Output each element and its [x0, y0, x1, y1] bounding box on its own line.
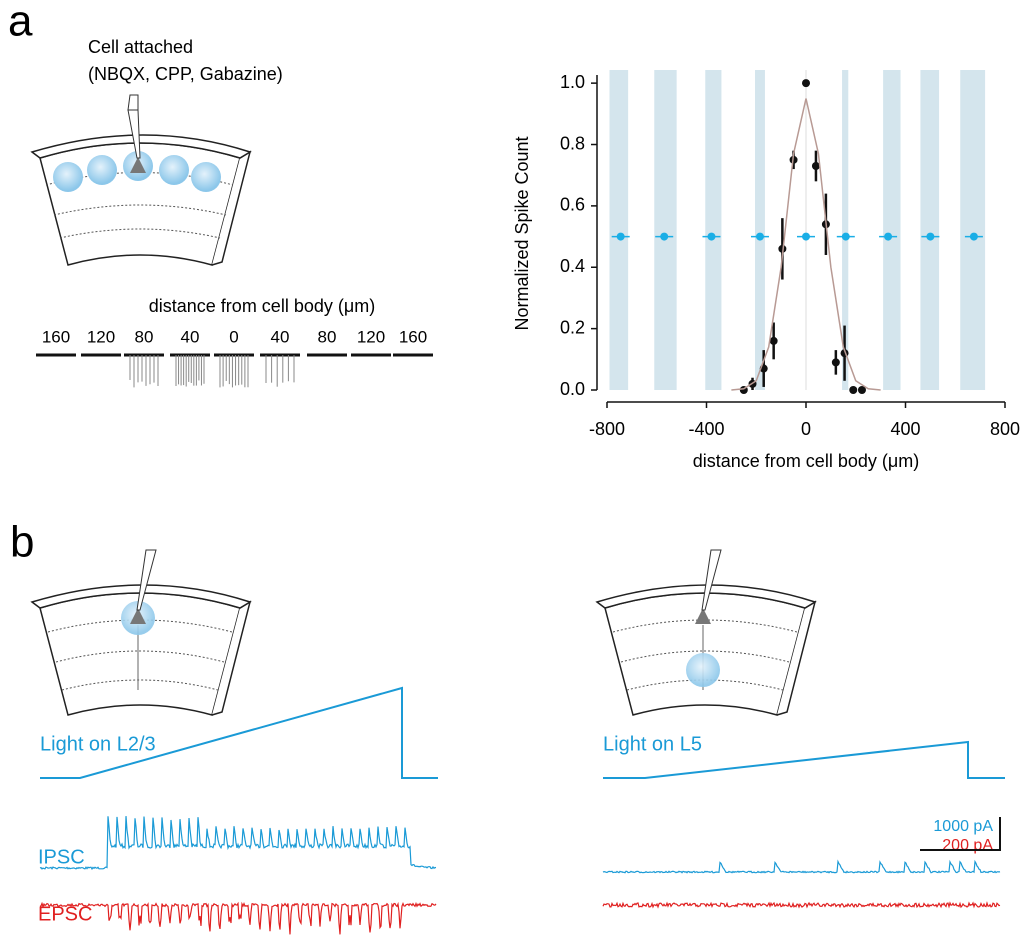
x-tick-label: -400: [688, 419, 724, 439]
spike-traces: 160 120 80 40 0 40 80 120 160: [36, 327, 433, 388]
point: [802, 79, 810, 88]
point: [969, 232, 978, 241]
stimulus-band: [960, 70, 986, 390]
stimulus-band: [755, 70, 765, 390]
point: [707, 232, 716, 241]
point: [660, 232, 669, 241]
x-tick-label: 800: [990, 419, 1020, 439]
y-tick-label: 0.2: [560, 317, 585, 337]
y-tick-label: 0.6: [560, 195, 585, 215]
panel-label: b: [10, 518, 34, 567]
stimulus-band: [883, 70, 901, 390]
point: [769, 336, 778, 345]
distance-label: 120: [87, 327, 115, 346]
stimulus-band: [609, 70, 629, 390]
light-ramp: [603, 740, 1005, 779]
current-traces: [39, 816, 1001, 935]
stimulus-band: [842, 70, 849, 390]
chart: 0.0 0.2 0.4 0.6 0.8 1.0 -800 -400 0 400 800 distanc…: [512, 70, 1020, 471]
scale-label: 200 pA: [942, 837, 993, 854]
fit-curve: [731, 98, 881, 391]
distance-label: 80: [318, 327, 337, 346]
annotation: Cell attached: [88, 37, 193, 57]
point: [841, 232, 850, 241]
stimulus-label: Light on L5: [603, 733, 702, 755]
current-trace: [602, 901, 1001, 909]
y-tick-label: 0.4: [560, 256, 585, 276]
x-axis-label: distance from cell body (μm): [693, 451, 919, 471]
current-trace: [602, 859, 1001, 874]
panel-label: a: [8, 0, 33, 46]
y-axis-label: Normalized Spike Count: [512, 136, 532, 330]
distance-label: 120: [357, 327, 385, 346]
light-ramp: [40, 686, 438, 779]
trace-label: IPSC: [38, 846, 85, 868]
point: [926, 232, 935, 241]
point: [857, 386, 866, 394]
x-tick-label: 400: [890, 419, 920, 439]
point: [831, 358, 840, 367]
trace-title: distance from cell body (μm): [149, 296, 375, 316]
annotation: (NBQX, CPP, Gabazine): [88, 64, 283, 84]
distance-label: 160: [399, 327, 427, 346]
current-trace: [39, 816, 437, 871]
distance-label: 40: [181, 327, 200, 346]
point: [849, 386, 858, 394]
current-trace: [39, 901, 437, 935]
point: [778, 244, 787, 253]
slice-diagram: [31, 94, 251, 266]
slice-diagram: [596, 549, 816, 716]
point: [616, 232, 625, 241]
distance-label: 80: [135, 327, 154, 346]
point: [884, 232, 893, 241]
x-tick-label: -800: [589, 419, 625, 439]
distance-label: 160: [42, 327, 70, 346]
stimulus-band: [920, 70, 940, 390]
scale-bar: [920, 817, 1001, 851]
scale-label: 1000 pA: [933, 818, 993, 835]
stimulus-label: Light on L2/3: [40, 733, 156, 755]
slice-diagram: [31, 549, 251, 716]
point: [802, 232, 810, 241]
y-tick-label: 0.0: [560, 379, 585, 399]
point: [811, 161, 820, 170]
distance-label: 0: [229, 327, 238, 346]
stimulus-band: [705, 70, 722, 390]
x-tick-label: 0: [801, 419, 811, 439]
distance-label: 40: [271, 327, 290, 346]
stimulus-band: [654, 70, 677, 390]
y-tick-label: 1.0: [560, 72, 585, 92]
point: [755, 232, 764, 241]
y-tick-label: 0.8: [560, 133, 585, 153]
trace-label: EPSC: [38, 903, 92, 925]
